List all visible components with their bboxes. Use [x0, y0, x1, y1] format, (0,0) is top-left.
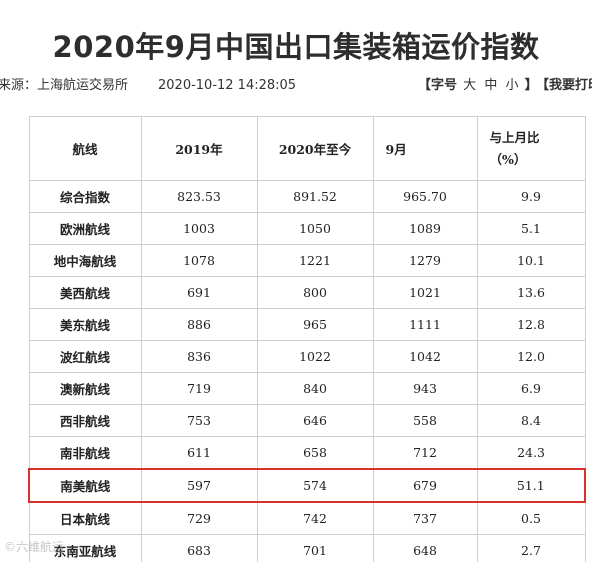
- table-row: 综合指数 823.53 891.52 965.70 9.9: [28, 180, 586, 213]
- value-september-cell: 965.70: [372, 180, 478, 213]
- value-september-cell: 1042: [372, 340, 478, 373]
- route-cell: 美西航线: [28, 276, 142, 309]
- value-mom-cell: 0.5: [476, 501, 586, 535]
- table-row: 欧洲航线 1003 1050 1089 5.1: [28, 212, 586, 245]
- value-2019-cell: 719: [140, 372, 258, 405]
- value-2020-ytd-cell: 646: [256, 404, 374, 437]
- value-2019-cell: 691: [140, 276, 258, 309]
- value-2019-cell: 836: [140, 340, 258, 373]
- table-row: 地中海航线 1078 1221 1279 10.1: [28, 244, 586, 277]
- value-september-cell: 648: [372, 534, 478, 562]
- header-2019: 2019年: [140, 116, 258, 181]
- value-september-cell: 1021: [372, 276, 478, 309]
- value-2020-ytd-cell: 965: [256, 308, 374, 341]
- table-row: 波红航线 836 1022 1042 12.0: [28, 340, 586, 373]
- value-september-cell: 679: [372, 468, 478, 503]
- value-september-cell: 558: [372, 404, 478, 437]
- value-2019-cell: 753: [140, 404, 258, 437]
- font-size-large-link[interactable]: 大: [463, 78, 477, 93]
- value-september-cell: 1279: [372, 244, 478, 277]
- header-2020-ytd: 2020年至今: [256, 116, 374, 181]
- value-2019-cell: 611: [140, 436, 258, 470]
- value-2019-cell: 729: [140, 501, 258, 535]
- header-mom: 与上月比 （%）: [476, 116, 586, 181]
- value-mom-cell: 10.1: [476, 244, 586, 277]
- page-title: 2020年9月中国出口集装箱运价指数: [52, 30, 540, 65]
- route-cell: 波红航线: [28, 340, 142, 373]
- value-2020-ytd-cell: 658: [256, 436, 374, 470]
- value-mom-cell: 24.3: [476, 436, 586, 470]
- value-mom-cell: 6.9: [476, 372, 586, 405]
- value-2020-ytd-cell: 742: [256, 501, 374, 535]
- print-link[interactable]: 【我要打印: [536, 78, 592, 93]
- value-mom-cell: 2.7: [476, 534, 586, 562]
- value-september-cell: 1111: [372, 308, 478, 341]
- route-cell: 综合指数: [28, 180, 142, 213]
- value-2020-ytd-cell: 1050: [256, 212, 374, 245]
- font-size-controls: 【字号 大 中 小 】: [418, 76, 538, 96]
- table-row: 南美航线 597 574 679 51.1: [28, 468, 586, 503]
- value-2019-cell: 1003: [140, 212, 258, 245]
- source-label: 来源：上海航运交易所: [0, 78, 129, 93]
- watermark: ©六维航运: [4, 540, 65, 554]
- table-row: 西非航线 753 646 558 8.4: [28, 404, 586, 437]
- value-2020-ytd-cell: 701: [256, 534, 374, 562]
- font-size-small-link[interactable]: 小: [505, 78, 519, 93]
- route-cell: 地中海航线: [28, 244, 142, 277]
- header-september: 9月: [372, 116, 478, 181]
- value-september-cell: 1089: [372, 212, 478, 245]
- value-2019-cell: 886: [140, 308, 258, 341]
- route-cell: 东南亚航线: [28, 534, 142, 562]
- header-mom-line1: 与上月比: [489, 129, 540, 145]
- freight-index-table: 航线 2019年 2020年至今 9月 与上月比 （%） 综合指数 823.53 8…: [28, 116, 586, 562]
- value-2020-ytd-cell: 1221: [256, 244, 374, 277]
- value-mom-cell: 12.0: [476, 340, 586, 373]
- value-2020-ytd-cell: 1022: [256, 340, 374, 373]
- value-2020-ytd-cell: 800: [256, 276, 374, 309]
- value-2020-ytd-cell: 840: [256, 372, 374, 405]
- table-body: 综合指数 823.53 891.52 965.70 9.9 欧洲航线 1003 1050 108…: [28, 180, 586, 562]
- route-cell: 西非航线: [28, 404, 142, 437]
- value-mom-cell: 12.8: [476, 308, 586, 341]
- route-cell: 南美航线: [28, 468, 142, 503]
- font-size-suffix: 】: [524, 78, 538, 93]
- value-september-cell: 737: [372, 501, 478, 535]
- value-mom-cell: 8.4: [476, 404, 586, 437]
- route-cell: 南非航线: [28, 436, 142, 470]
- table-row: 东南亚航线 683 701 648 2.7: [28, 534, 586, 562]
- table-header-row: 航线 2019年 2020年至今 9月 与上月比 （%）: [28, 116, 586, 181]
- value-2019-cell: 823.53: [140, 180, 258, 213]
- table-row: 美西航线 691 800 1021 13.6: [28, 276, 586, 309]
- value-2020-ytd-cell: 574: [256, 468, 374, 503]
- publish-datetime: 2020-10-12 14:28:05: [158, 78, 297, 93]
- route-cell: 澳新航线: [28, 372, 142, 405]
- route-cell: 欧洲航线: [28, 212, 142, 245]
- value-mom-cell: 9.9: [476, 180, 586, 213]
- value-2020-ytd-cell: 891.52: [256, 180, 374, 213]
- freight-index-table-container: 航线 2019年 2020年至今 9月 与上月比 （%） 综合指数 823.53 8…: [28, 116, 586, 562]
- value-mom-cell: 51.1: [476, 468, 586, 503]
- value-2019-cell: 597: [140, 468, 258, 503]
- value-2019-cell: 683: [140, 534, 258, 562]
- route-cell: 日本航线: [28, 501, 142, 535]
- table-row: 日本航线 729 742 737 0.5: [28, 501, 586, 535]
- route-cell: 美东航线: [28, 308, 142, 341]
- value-mom-cell: 5.1: [476, 212, 586, 245]
- value-mom-cell: 13.6: [476, 276, 586, 309]
- header-route: 航线: [28, 116, 142, 181]
- font-size-prefix: 【字号: [418, 78, 458, 93]
- table-row: 南非航线 611 658 712 24.3: [28, 436, 586, 470]
- value-september-cell: 712: [372, 436, 478, 470]
- table-row: 美东航线 886 965 1111 12.8: [28, 308, 586, 341]
- font-size-medium-link[interactable]: 中: [484, 78, 498, 93]
- header-mom-line2: （%）: [489, 151, 527, 167]
- table-row: 澳新航线 719 840 943 6.9: [28, 372, 586, 405]
- value-2019-cell: 1078: [140, 244, 258, 277]
- value-september-cell: 943: [372, 372, 478, 405]
